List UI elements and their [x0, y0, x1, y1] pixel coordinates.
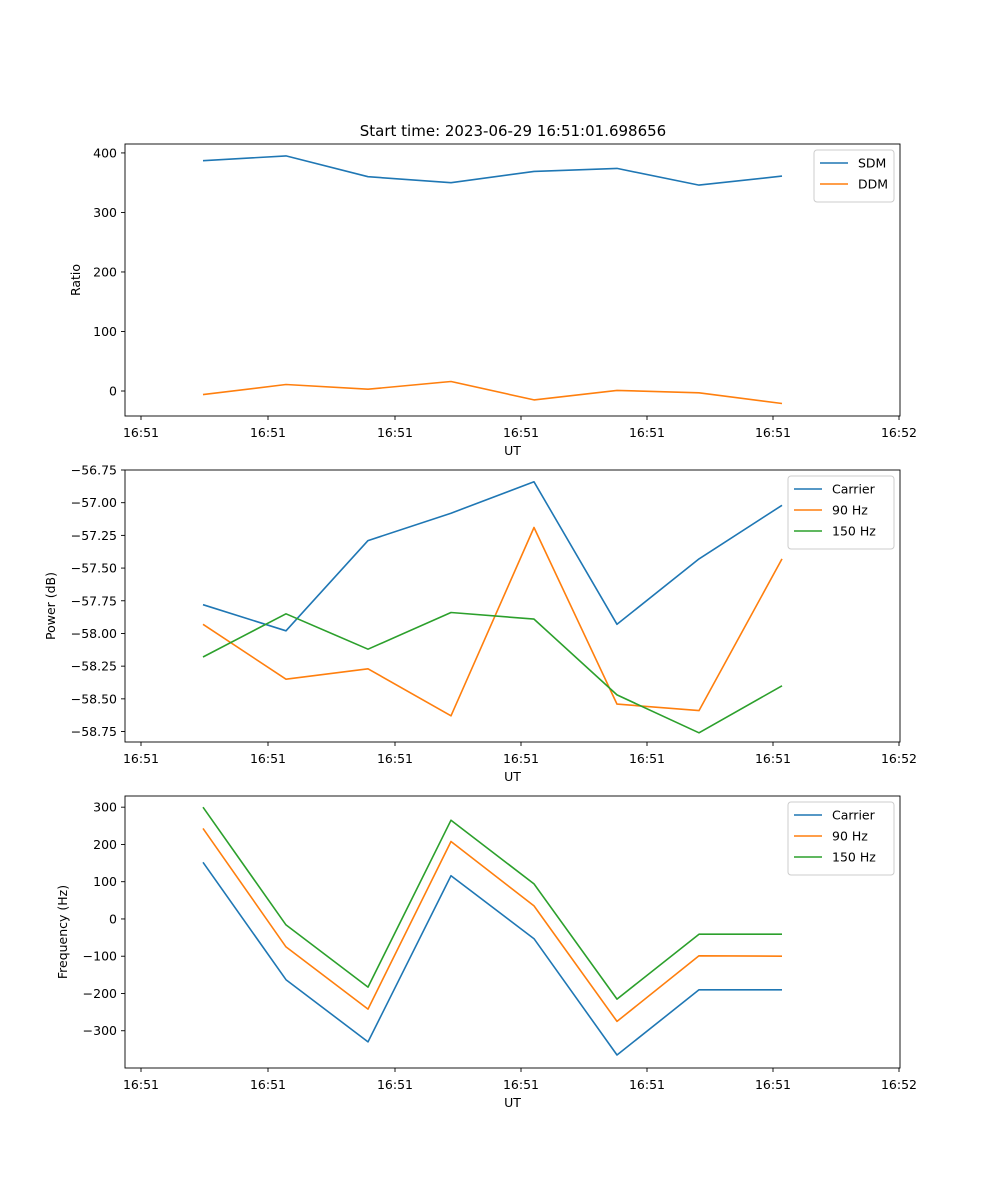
- x-axis-label: UT: [504, 769, 521, 784]
- x-tick-label: 16:51: [377, 425, 413, 440]
- chart-panel-1: 0 100 200 300 400 16:51 16:51 16:51 16:51 16:51 16…: [68, 143, 917, 458]
- x-tick-label: 16:51: [377, 751, 413, 766]
- x-tick-label: 16:51: [123, 751, 159, 766]
- x-tick-label: 16:51: [503, 425, 539, 440]
- x-tick-label: 16:51: [755, 751, 791, 766]
- x-tick-label: 16:51: [250, 425, 286, 440]
- y-axis-label: Ratio: [68, 264, 83, 296]
- x-tick-label: 16:52: [881, 751, 917, 766]
- legend: Carrier 90 Hz 150 Hz: [787, 801, 895, 876]
- y-tick-label: 300: [93, 800, 117, 815]
- x-tick-label: 16:51: [503, 751, 539, 766]
- y-tick-label: −57.00: [71, 495, 117, 510]
- y-tick-label: 0: [109, 911, 117, 926]
- series-line-carrier: [202, 480, 783, 632]
- series-line-carrier: [202, 861, 782, 1056]
- axes-frame: [124, 143, 901, 417]
- x-tick-label: 16:51: [755, 1077, 791, 1092]
- series-line-90-hz: [202, 827, 783, 1023]
- y-tick-label: 200: [93, 837, 117, 852]
- x-tick-label: 16:51: [629, 751, 665, 766]
- legend-label: 150 Hz: [832, 524, 876, 539]
- legend-label: Carrier: [832, 482, 876, 497]
- x-tick-label: 16:51: [377, 1077, 413, 1092]
- y-tick-label: −57.25: [71, 528, 117, 543]
- y-tick-label: −56.75: [71, 463, 117, 478]
- axes-frame: [124, 469, 901, 743]
- series-line-150-hz: [202, 806, 782, 1000]
- x-tick-label: 16:51: [755, 425, 791, 440]
- y-tick-label: 0: [109, 384, 117, 399]
- x-tick-label: 16:52: [881, 1077, 917, 1092]
- y-tick-label: −58.50: [71, 691, 117, 706]
- series-line-ddm: [202, 380, 783, 405]
- series-line-sdm: [202, 155, 783, 186]
- chart-panel-2: −56.75 −57.00 −57.25 −57.50 −57.75 −58.00 −58.…: [43, 463, 917, 785]
- x-tick-label: 16:51: [629, 1077, 665, 1092]
- legend: Carrier 90 Hz 150 Hz: [787, 475, 895, 550]
- y-tick-label: −100: [83, 949, 117, 964]
- legend-label: SDM: [858, 156, 886, 171]
- legend-label: 90 Hz: [832, 829, 868, 844]
- axes-frame: [124, 795, 901, 1069]
- x-tick-label: 16:51: [250, 1077, 286, 1092]
- x-tick-label: 16:51: [250, 751, 286, 766]
- y-tick-label: −200: [83, 986, 117, 1001]
- y-tick-label: 200: [93, 264, 117, 279]
- y-tick-label: −58.75: [71, 724, 117, 739]
- y-tick-label: −300: [83, 1023, 117, 1038]
- x-tick-label: 16:51: [503, 1077, 539, 1092]
- legend-label: 90 Hz: [832, 503, 868, 518]
- y-tick-label: 400: [93, 145, 117, 160]
- legend-label: Carrier: [832, 808, 876, 823]
- figure-title: Start time: 2023-06-29 16:51:01.698656: [360, 122, 666, 140]
- y-tick-label: −57.75: [71, 593, 117, 608]
- y-axis-label: Frequency (Hz): [55, 885, 70, 979]
- y-tick-label: −58.00: [71, 626, 117, 641]
- series-line-90-hz: [202, 526, 783, 717]
- y-tick-label: 100: [93, 324, 117, 339]
- y-tick-label: −57.50: [71, 561, 117, 576]
- y-axis-label: Power (dB): [43, 572, 58, 640]
- x-axis-label: UT: [504, 1095, 521, 1110]
- legend: SDM DDM: [813, 149, 895, 203]
- chart-panel-3: 300 200 100 0 −100 −200 −300 16:51 16:51 16:51 16:…: [55, 795, 917, 1110]
- x-tick-label: 16:52: [881, 425, 917, 440]
- x-tick-label: 16:51: [123, 425, 159, 440]
- legend-label: 150 Hz: [832, 850, 876, 865]
- y-tick-label: −58.25: [71, 659, 117, 674]
- legend-label: DDM: [858, 177, 888, 192]
- y-tick-label: 100: [93, 874, 117, 889]
- x-tick-label: 16:51: [123, 1077, 159, 1092]
- series-line-150-hz: [202, 611, 783, 734]
- x-tick-label: 16:51: [629, 425, 665, 440]
- x-axis-label: UT: [504, 443, 521, 458]
- y-tick-label: 300: [93, 205, 117, 220]
